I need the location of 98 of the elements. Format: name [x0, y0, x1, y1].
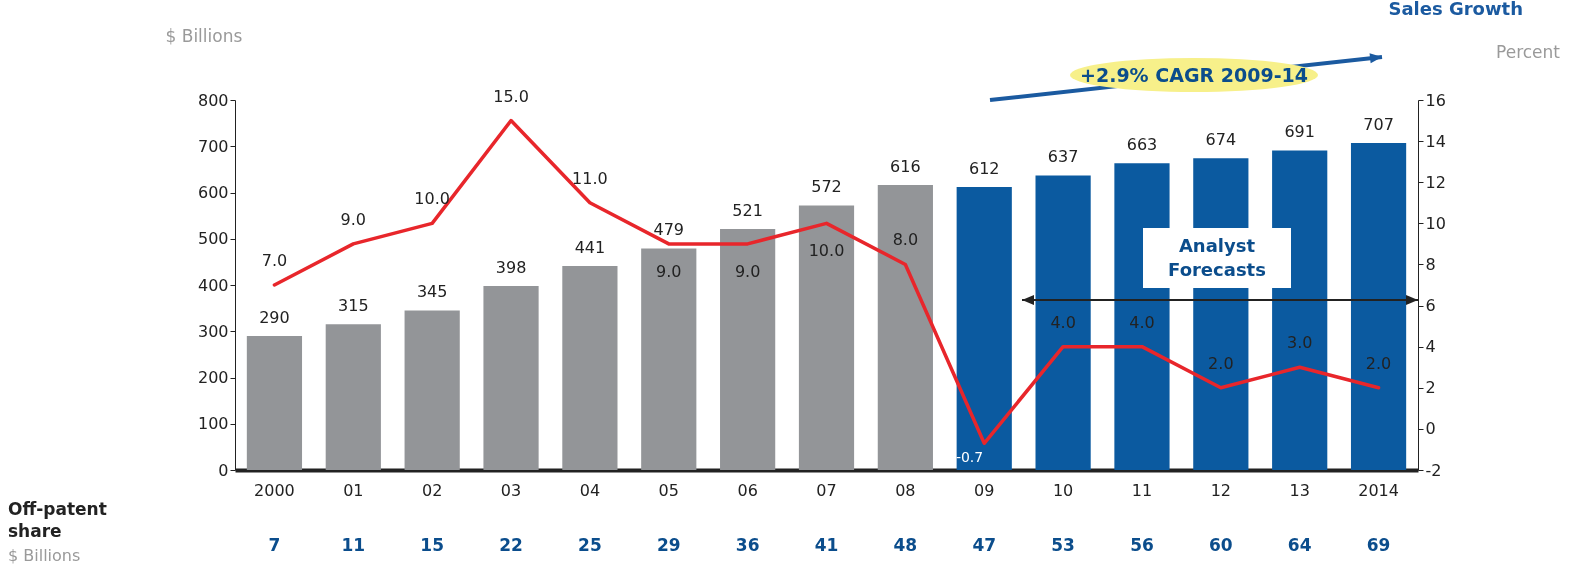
y-tick-label: 300	[197, 321, 229, 341]
data-label: 398	[495, 257, 527, 277]
x-tick-label: 07	[816, 480, 837, 500]
data-label: 11.0	[572, 168, 608, 188]
data-label: 7.0	[261, 251, 288, 270]
x-tick-label: 02	[421, 480, 443, 500]
data-label: 345	[416, 282, 448, 302]
data-label: 315	[338, 296, 369, 316]
text: 56	[1130, 535, 1154, 555]
text: +2.9% CAGR 2009-14	[1070, 58, 1318, 92]
data-label: 637	[1047, 147, 1079, 167]
data-label: 572	[811, 177, 842, 197]
y-tick-label: 600	[197, 183, 229, 202]
bar	[246, 335, 303, 470]
bar	[1272, 150, 1328, 470]
data-label: 2.0	[1208, 353, 1234, 373]
data-label: 10.0	[414, 189, 450, 209]
y-tick-label: 700	[197, 136, 229, 156]
y-tick-label: 800	[197, 90, 229, 110]
x-tick-label: 08	[895, 480, 916, 500]
text: 48	[893, 535, 918, 555]
x-tick-label: 2000	[254, 480, 295, 500]
text: 41	[814, 535, 839, 555]
bar	[483, 285, 539, 470]
text: 69	[1366, 535, 1391, 555]
y2-tick-label: 8	[1425, 254, 1436, 274]
y2-tick-label: 2	[1425, 378, 1436, 398]
data-label: 4.0	[1050, 312, 1076, 332]
x-tick-label: 2014	[1358, 480, 1399, 500]
bar	[1035, 175, 1091, 470]
y-tick-label: 200	[197, 368, 229, 387]
y-tick-label: 100	[197, 414, 229, 434]
data-label: 9.0	[734, 261, 761, 281]
bar	[404, 310, 460, 470]
text: 64	[1287, 535, 1312, 555]
x-tick-label: 11	[1131, 480, 1153, 500]
y2-tick-label: 6	[1425, 296, 1436, 316]
x-tick-label: 01	[343, 480, 364, 500]
y-tick-label: 0	[218, 460, 229, 480]
bar	[956, 186, 1012, 470]
y-tick-label: 500	[197, 229, 229, 249]
data-label: 441	[574, 238, 606, 258]
data-label: 10.0	[808, 241, 845, 261]
data-label: 691	[1284, 122, 1315, 142]
y-tick-label: 400	[197, 275, 229, 295]
x-tick-label: 03	[500, 480, 522, 500]
bar	[720, 229, 776, 470]
x-tick-label: 04	[579, 480, 601, 500]
y2-tick-label: 12	[1425, 172, 1446, 192]
data-label: 3.0	[1286, 333, 1313, 353]
y2-tick-label: 10	[1425, 213, 1446, 233]
data-label: 290	[259, 307, 290, 327]
text: 47	[972, 535, 997, 555]
data-label: 9.0	[656, 261, 682, 281]
data-label: 674	[1205, 130, 1237, 150]
text: 15	[420, 535, 444, 555]
data-label: 521	[732, 201, 763, 221]
text: 29	[656, 535, 681, 555]
text: Percent	[1495, 42, 1560, 62]
text: Off-patent share	[8, 498, 108, 542]
x-tick-label: 10	[1052, 480, 1074, 500]
y2-tick-label: 4	[1425, 337, 1436, 357]
text: 25	[578, 535, 602, 555]
data-label: 15.0	[493, 86, 529, 106]
data-label: 8.0	[892, 230, 919, 250]
annotation: Analyst Forecasts	[1143, 228, 1291, 288]
text: 53	[1051, 535, 1075, 555]
x-tick-label: 09	[974, 480, 995, 500]
data-label: 612	[968, 158, 1000, 178]
data-label: 9.0	[340, 209, 367, 229]
x-tick-label: 13	[1289, 480, 1310, 500]
bar	[325, 324, 381, 470]
y2-axis-title: Sales Growth	[1388, 0, 1524, 19]
y2-tick-label: 0	[1425, 419, 1436, 439]
data-label: 479	[653, 220, 685, 240]
y2-tick-label: 14	[1425, 131, 1446, 151]
text: 60	[1209, 535, 1233, 555]
y2-tick-label: 16	[1425, 90, 1446, 110]
bar	[641, 248, 697, 470]
text: 7	[268, 535, 281, 555]
text: 11	[341, 535, 366, 555]
data-label: 707	[1363, 115, 1394, 135]
text: 36	[735, 535, 760, 555]
text: 22	[499, 535, 523, 555]
data-label: 663	[1126, 135, 1158, 155]
y-axis-title: $ Billions	[165, 25, 243, 46]
x-tick-label: 06	[737, 480, 758, 500]
text: $ Billions	[8, 546, 82, 565]
bar	[877, 185, 933, 470]
data-label: 616	[890, 157, 921, 177]
bar	[1350, 143, 1407, 470]
bar	[562, 266, 618, 470]
bar	[798, 205, 855, 470]
x-tick-label: 05	[658, 480, 679, 500]
data-label: 2.0	[1365, 353, 1392, 373]
data-label: 4.0	[1129, 312, 1155, 332]
x-tick-label: 12	[1210, 480, 1232, 500]
y2-tick-label: -2	[1425, 460, 1442, 480]
